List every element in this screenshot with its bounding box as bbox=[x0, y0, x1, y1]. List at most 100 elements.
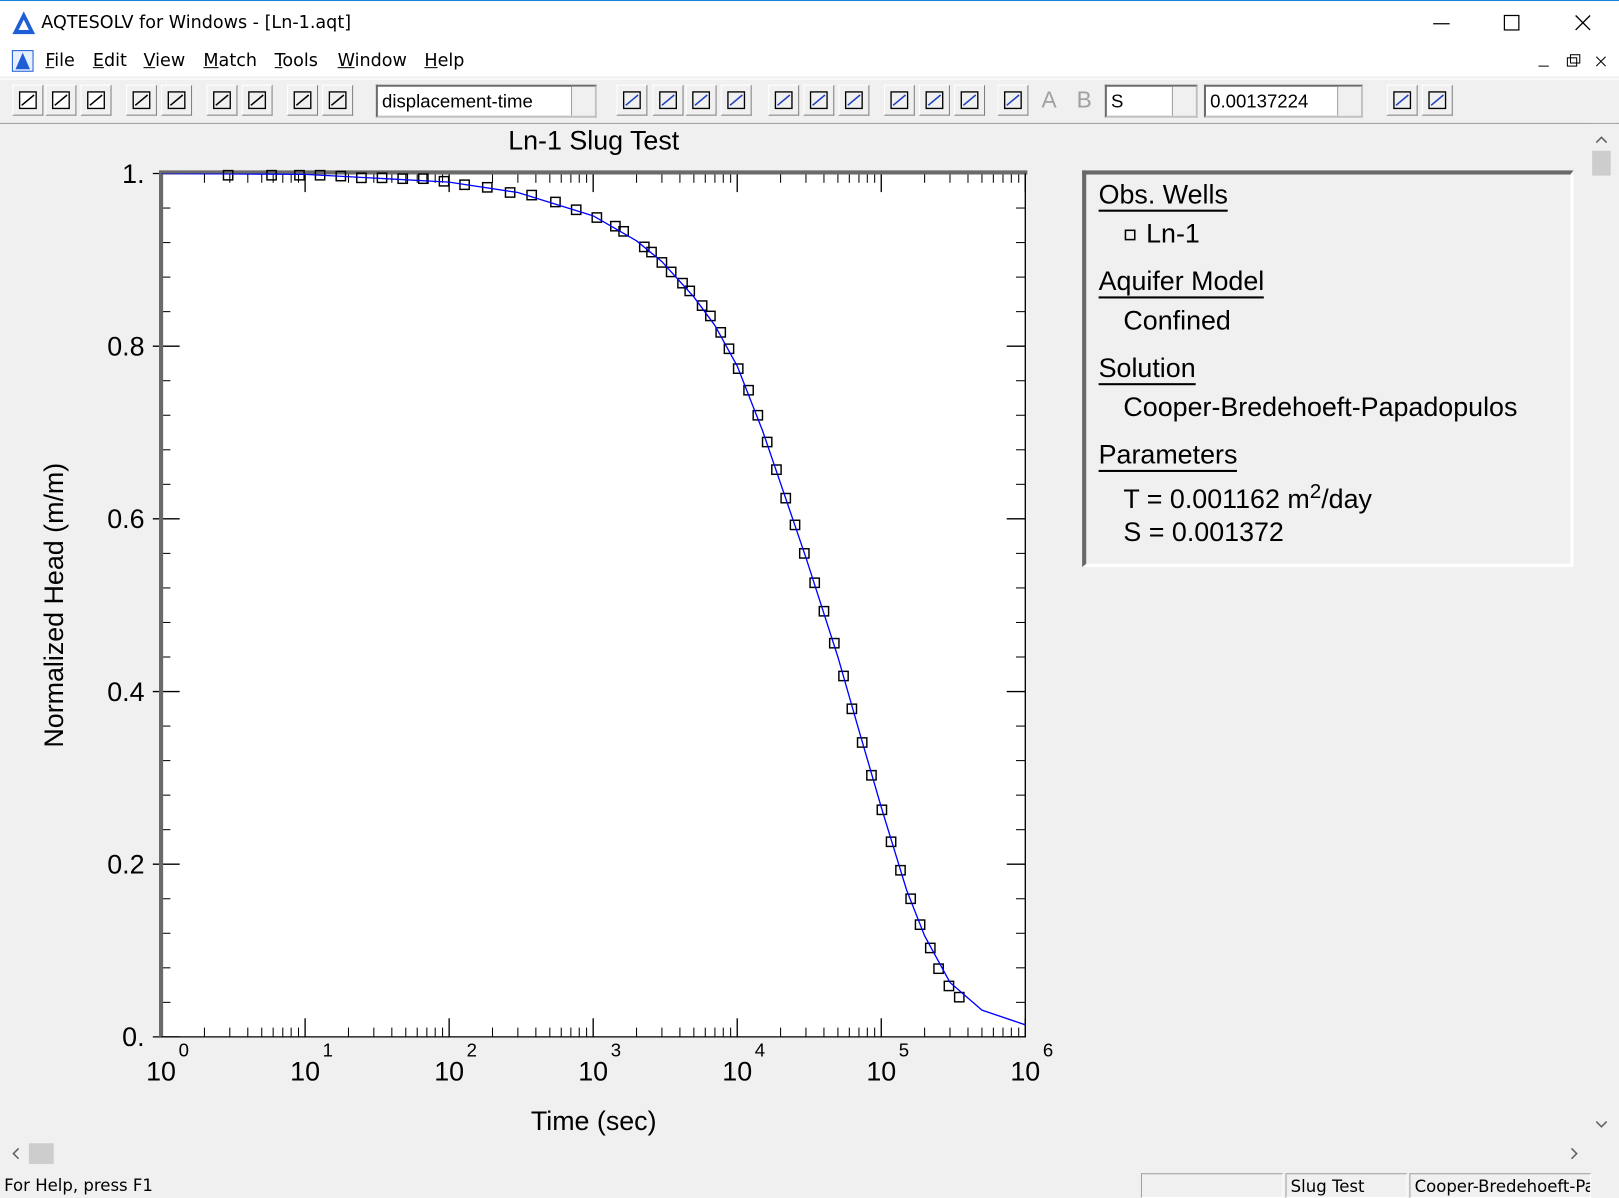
data-point bbox=[828, 637, 840, 649]
x-tick-base: 10 bbox=[146, 1056, 176, 1086]
menu-item[interactable]: Edit bbox=[92, 50, 127, 72]
toolbar-button[interactable] bbox=[616, 84, 648, 116]
toolbar-letter[interactable]: A bbox=[1041, 86, 1057, 113]
param-sup: 2 bbox=[1309, 480, 1322, 503]
window-controls[interactable] bbox=[1425, 9, 1611, 38]
menu-item[interactable]: Tools bbox=[274, 50, 318, 72]
menu-item[interactable]: Help bbox=[424, 50, 465, 72]
toolbar-button[interactable] bbox=[838, 84, 870, 116]
toolbar-icon bbox=[925, 91, 944, 110]
x-tick-label: 10 bbox=[722, 1056, 752, 1086]
panel-heading: Parameters bbox=[1098, 439, 1238, 472]
menu-item[interactable]: Window bbox=[337, 50, 407, 72]
data-point bbox=[696, 300, 708, 311]
data-point bbox=[570, 204, 582, 216]
toolbar-icon bbox=[18, 91, 37, 110]
x-tick-base: 10 bbox=[1010, 1056, 1040, 1086]
toolbar-button[interactable] bbox=[652, 84, 684, 116]
parameter-name: S bbox=[1111, 90, 1124, 112]
x-tick-exponent: 1 bbox=[323, 1040, 333, 1061]
toolbar-button[interactable] bbox=[80, 84, 112, 116]
toolbar-button[interactable] bbox=[1421, 84, 1453, 116]
data-point bbox=[846, 703, 858, 715]
toolbar-letter[interactable]: B bbox=[1076, 86, 1092, 113]
toolbar-button[interactable] bbox=[720, 84, 752, 116]
scrollbar-art bbox=[12, 1143, 1578, 1164]
combo-arrow[interactable] bbox=[1171, 86, 1196, 116]
param-text: T = 0.001162 m bbox=[1123, 482, 1310, 514]
data-point bbox=[876, 804, 888, 816]
toolbar-icon bbox=[87, 91, 105, 110]
data-point bbox=[953, 991, 965, 1003]
panel-heading: Solution bbox=[1098, 352, 1196, 386]
vertical-scrollbar[interactable] bbox=[1590, 123, 1613, 1141]
data-point bbox=[684, 285, 696, 297]
horizontal-scrollbar[interactable] bbox=[0, 1140, 1591, 1168]
data-point bbox=[885, 836, 897, 848]
data-point bbox=[335, 170, 347, 182]
mdi-controls[interactable] bbox=[1530, 52, 1617, 73]
toolbar-button[interactable] bbox=[883, 84, 915, 116]
combo-arrow[interactable] bbox=[570, 86, 595, 116]
data-point bbox=[838, 670, 849, 682]
toolbar-button[interactable] bbox=[768, 84, 800, 116]
data-point bbox=[752, 409, 764, 421]
toolbar-button[interactable] bbox=[954, 84, 986, 116]
toolbar-button[interactable] bbox=[997, 84, 1029, 116]
status-bar: For Help, press F1 Slug Test Cooper-Bred… bbox=[0, 1171, 1619, 1198]
toolbar-button[interactable] bbox=[1386, 84, 1418, 116]
legend-marker bbox=[1124, 229, 1136, 241]
toolbar-button[interactable] bbox=[12, 84, 44, 116]
y-tick-label: 0.4 bbox=[107, 677, 144, 707]
toolbar-button[interactable] bbox=[287, 84, 319, 116]
data-point bbox=[771, 464, 782, 476]
toolbar-button[interactable] bbox=[125, 84, 157, 116]
toolbar-icon bbox=[692, 91, 711, 110]
menu-item[interactable]: File bbox=[45, 50, 75, 72]
data-point bbox=[417, 173, 429, 185]
toolbar-icon bbox=[774, 91, 793, 110]
toolbar-icon bbox=[1393, 91, 1412, 110]
toolbar-icon bbox=[51, 91, 70, 110]
toolbar-button[interactable] bbox=[241, 84, 273, 116]
data-point bbox=[780, 492, 792, 504]
toolbar-icon bbox=[659, 91, 677, 110]
toolbar-icon bbox=[622, 91, 641, 110]
status-text: For Help, press F1 bbox=[4, 1175, 153, 1195]
plot-type-value: displacement-time bbox=[382, 90, 533, 112]
parameter-value-combo[interactable]: 0.00137224 bbox=[1203, 84, 1363, 118]
y-tick-label: 0.6 bbox=[107, 504, 144, 534]
toolbar-icon bbox=[890, 91, 909, 110]
data-point bbox=[459, 179, 470, 191]
parameter-combo[interactable]: S bbox=[1104, 84, 1198, 118]
data-point bbox=[222, 169, 234, 181]
toolbar-button[interactable] bbox=[45, 84, 77, 116]
plot-type-combo[interactable]: displacement-time bbox=[375, 84, 597, 118]
toolbar-button[interactable] bbox=[206, 84, 238, 116]
panel-item: T = 0.001162 m2/day bbox=[1099, 476, 1571, 514]
toolbar-button[interactable] bbox=[161, 84, 193, 116]
toolbar-button[interactable] bbox=[322, 84, 354, 116]
toolbar-button[interactable] bbox=[685, 84, 717, 116]
data-point bbox=[314, 169, 326, 181]
toolbar-icon bbox=[844, 91, 863, 110]
x-tick-base: 10 bbox=[866, 1056, 896, 1086]
data-point bbox=[715, 326, 727, 338]
menu-item[interactable]: Match bbox=[203, 50, 257, 72]
y-tick-label: 1. bbox=[122, 159, 144, 189]
menu-item[interactable]: View bbox=[143, 50, 186, 72]
panel-section: Parameters T = 0.001162 m2/day S = 0.001… bbox=[1098, 435, 1571, 549]
toolbar-icon bbox=[809, 91, 828, 110]
data-point bbox=[895, 864, 906, 876]
x-tick-exponent: 6 bbox=[1043, 1040, 1053, 1061]
x-tick-exponent: 4 bbox=[755, 1040, 765, 1061]
toolbar-button[interactable] bbox=[918, 84, 950, 116]
toolbar-button[interactable] bbox=[803, 84, 835, 116]
data-point bbox=[638, 241, 650, 253]
data-point bbox=[266, 169, 277, 181]
combo-arrow[interactable] bbox=[1337, 86, 1361, 116]
x-tick-label: 10 bbox=[578, 1056, 608, 1086]
app-icon bbox=[12, 11, 36, 35]
